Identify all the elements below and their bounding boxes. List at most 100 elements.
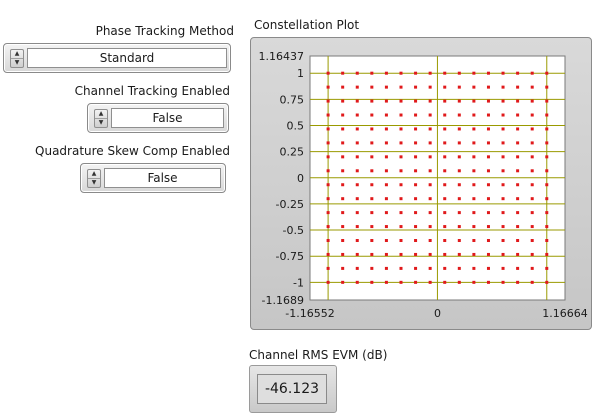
constellation-point <box>501 211 505 215</box>
constellation-point <box>414 113 418 117</box>
constellation-point <box>486 280 490 284</box>
constellation-point <box>443 197 447 201</box>
constellation-point <box>486 183 490 187</box>
constellation-point <box>443 127 447 131</box>
constellation-point <box>457 99 461 103</box>
constellation-point <box>326 141 330 145</box>
constellation-point <box>516 169 520 173</box>
constellation-point <box>326 266 330 270</box>
x-tick-label: 1.16664 <box>542 307 588 320</box>
y-tick-label: -1 <box>293 276 304 289</box>
constellation-point <box>355 169 359 173</box>
constellation-point <box>384 155 388 159</box>
constellation-point <box>341 211 345 215</box>
channel-tracking-value[interactable]: False <box>111 108 224 128</box>
constellation-point <box>457 239 461 243</box>
y-tick-label: -1.1689 <box>262 294 304 307</box>
constellation-point <box>545 225 549 229</box>
constellation-point <box>399 183 403 187</box>
increment-arrow-icon[interactable]: ▲ <box>14 50 20 57</box>
constellation-point <box>384 252 388 256</box>
constellation-point <box>545 280 549 284</box>
constellation-point <box>443 280 447 284</box>
constellation-point <box>443 211 447 215</box>
constellation-point <box>414 169 418 173</box>
constellation-point <box>370 155 374 159</box>
constellation-point <box>428 197 432 201</box>
y-tick-label: -0.75 <box>276 250 304 263</box>
constellation-point <box>399 211 403 215</box>
constellation-point <box>472 169 476 173</box>
constellation-point <box>355 99 359 103</box>
constellation-point <box>399 141 403 145</box>
constellation-point <box>545 183 549 187</box>
decrement-arrow-icon[interactable]: ▼ <box>95 118 107 127</box>
constellation-point <box>414 71 418 75</box>
quadrature-skew-value[interactable]: False <box>104 168 221 188</box>
constellation-point <box>428 127 432 131</box>
constellation-point <box>399 71 403 75</box>
x-tick-label: -1.16552 <box>285 307 334 320</box>
channel-tracking-spinner[interactable]: ▲ ▼ <box>94 109 108 128</box>
constellation-point <box>545 99 549 103</box>
constellation-point <box>370 252 374 256</box>
constellation-point <box>457 127 461 131</box>
constellation-point <box>399 169 403 173</box>
constellation-point <box>326 99 330 103</box>
constellation-point <box>486 197 490 201</box>
constellation-point <box>472 127 476 131</box>
constellation-point <box>486 211 490 215</box>
constellation-point <box>530 225 534 229</box>
increment-arrow-icon[interactable]: ▲ <box>91 170 97 177</box>
constellation-point <box>530 252 534 256</box>
constellation-point <box>530 197 534 201</box>
increment-arrow-icon[interactable]: ▲ <box>98 110 104 117</box>
evm-value: -46.123 <box>257 374 327 404</box>
constellation-point <box>501 99 505 103</box>
y-tick-label: -0.5 <box>283 224 304 237</box>
constellation-point <box>428 266 432 270</box>
constellation-point <box>384 225 388 229</box>
constellation-point <box>370 280 374 284</box>
constellation-point <box>545 113 549 117</box>
constellation-point <box>341 280 345 284</box>
quadrature-skew-ring[interactable]: ▲ ▼ False <box>80 163 226 193</box>
constellation-point <box>472 211 476 215</box>
decrement-arrow-icon[interactable]: ▼ <box>88 178 100 187</box>
constellation-point <box>414 280 418 284</box>
constellation-point <box>414 183 418 187</box>
constellation-point <box>545 252 549 256</box>
constellation-point <box>443 113 447 117</box>
constellation-point <box>486 252 490 256</box>
constellation-point <box>545 141 549 145</box>
constellation-point <box>399 155 403 159</box>
constellation-point <box>428 99 432 103</box>
constellation-point <box>501 155 505 159</box>
phase-tracking-spinner[interactable]: ▲ ▼ <box>10 49 24 68</box>
constellation-point <box>472 197 476 201</box>
constellation-point <box>530 85 534 89</box>
constellation-point <box>486 155 490 159</box>
constellation-point <box>326 211 330 215</box>
constellation-point <box>370 85 374 89</box>
quadrature-skew-spinner[interactable]: ▲ ▼ <box>87 169 101 188</box>
phase-tracking-ring[interactable]: ▲ ▼ Standard <box>3 43 231 73</box>
constellation-point <box>326 225 330 229</box>
constellation-point <box>443 169 447 173</box>
constellation-point <box>370 141 374 145</box>
channel-tracking-ring[interactable]: ▲ ▼ False <box>87 103 229 133</box>
constellation-point <box>341 85 345 89</box>
constellation-point <box>501 169 505 173</box>
constellation-point <box>370 211 374 215</box>
constellation-point <box>486 225 490 229</box>
constellation-point <box>326 280 330 284</box>
constellation-point <box>370 183 374 187</box>
y-tick-label: 1.16437 <box>259 50 305 63</box>
constellation-point <box>355 141 359 145</box>
constellation-point <box>516 211 520 215</box>
phase-tracking-value[interactable]: Standard <box>27 48 227 68</box>
y-tick-label: 0.75 <box>280 93 305 106</box>
constellation-point <box>341 169 345 173</box>
decrement-arrow-icon[interactable]: ▼ <box>11 58 23 67</box>
